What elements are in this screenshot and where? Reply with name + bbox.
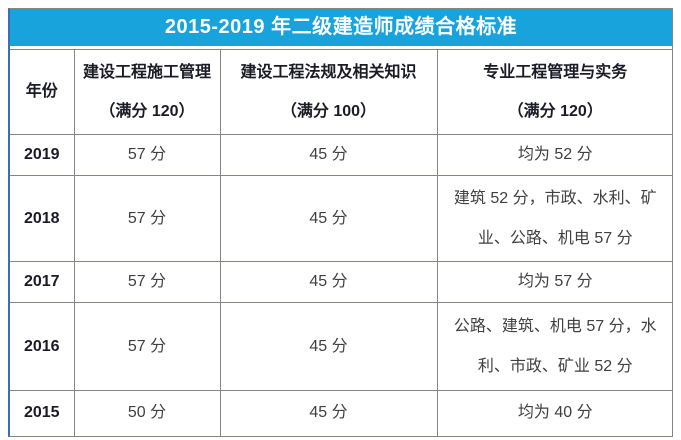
- regulations-score-cell: 45 分: [220, 134, 438, 176]
- regulations-score-cell: 45 分: [220, 175, 438, 262]
- table-row: 2019 57 分 45 分 均为 52 分: [10, 134, 673, 176]
- table-row: 2017 57 分 45 分 均为 57 分: [10, 261, 673, 303]
- header-year: 年份: [10, 49, 75, 135]
- year-cell: 2016: [10, 302, 75, 391]
- header-row: 年份 建设工程施工管理 （满分 120） 建设工程法规及相关知识 （满分 100…: [10, 49, 673, 135]
- table-row: 2016 57 分 45 分 公路、建筑、机电 57 分，水利、市政、矿业 52…: [10, 302, 673, 391]
- header-management-fullscore: （满分 120）: [99, 103, 195, 120]
- management-score-cell: 57 分: [74, 134, 221, 176]
- header-management: 建设工程施工管理 （满分 120）: [74, 49, 221, 135]
- management-score-cell: 57 分: [74, 302, 221, 391]
- year-cell: 2017: [10, 261, 75, 303]
- practice-score-cell: 均为 52 分: [437, 134, 673, 176]
- header-management-title: 建设工程施工管理: [82, 63, 211, 81]
- year-cell: 2015: [10, 390, 75, 436]
- header-year-label: 年份: [25, 83, 58, 101]
- table-row: 2015 50 分 45 分 均为 40 分: [10, 390, 673, 436]
- header-practice-title: 专业工程管理与实务: [483, 63, 628, 81]
- management-score-cell: 57 分: [74, 261, 221, 303]
- header-practice-fullscore: （满分 120）: [507, 103, 603, 120]
- practice-score-cell: 公路、建筑、机电 57 分，水利、市政、矿业 52 分: [437, 302, 673, 391]
- table-row: 2018 57 分 45 分 建筑 52 分，市政、水利、矿业、公路、机电 57…: [10, 175, 673, 262]
- header-regulations-fullscore: （满分 100）: [280, 103, 377, 120]
- year-cell: 2019: [10, 134, 75, 176]
- score-table: 年份 建设工程施工管理 （满分 120） 建设工程法规及相关知识 （满分 100…: [10, 49, 673, 436]
- management-score-cell: 57 分: [74, 175, 221, 262]
- regulations-score-cell: 45 分: [220, 261, 438, 303]
- table-title: 2015-2019 年二级建造师成绩合格标准: [10, 9, 672, 46]
- regulations-score-cell: 45 分: [220, 390, 438, 436]
- year-cell: 2018: [10, 175, 75, 262]
- score-standard-table-sheet: 2015-2019 年二级建造师成绩合格标准 年份 建设工程施工管理 （满分 1…: [8, 8, 673, 437]
- practice-score-cell: 均为 40 分: [437, 390, 673, 436]
- header-regulations-title: 建设工程法规及相关知识: [240, 63, 417, 81]
- header-regulations: 建设工程法规及相关知识 （满分 100）: [220, 49, 438, 135]
- practice-score-cell: 建筑 52 分，市政、水利、矿业、公路、机电 57 分: [437, 175, 673, 262]
- header-practice: 专业工程管理与实务 （满分 120）: [437, 49, 673, 135]
- management-score-cell: 50 分: [74, 390, 221, 436]
- practice-score-cell: 均为 57 分: [437, 261, 673, 303]
- regulations-score-cell: 45 分: [220, 302, 438, 391]
